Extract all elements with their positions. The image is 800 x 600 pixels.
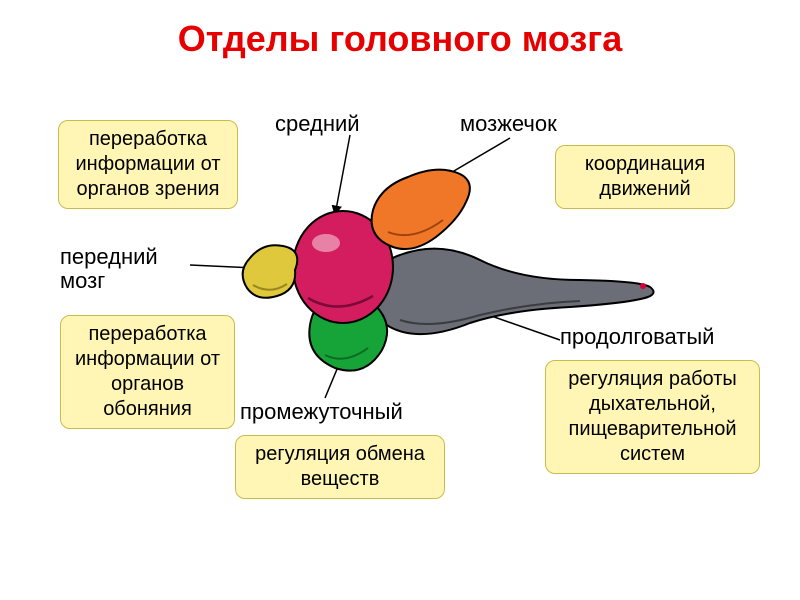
box-systems: регуляция работы дыхательной, пищеварите…: [545, 360, 760, 474]
label-cerebellum: мозжечок: [460, 112, 557, 136]
label-midbrain: средний: [275, 112, 360, 136]
page-title: Отделы головного мозга: [0, 18, 800, 60]
forebrain-shape: [235, 240, 310, 305]
box-vision: переработка информации от органов зрения: [58, 120, 238, 209]
label-forebrain: передний мозг: [60, 245, 200, 293]
cerebellum-shape: [358, 152, 478, 267]
label-medulla: продолговатый: [560, 325, 714, 349]
box-coordination: координация движений: [555, 145, 735, 209]
box-metabolism: регуляция обмена веществ: [235, 435, 445, 499]
label-diencephalon: промежуточный: [240, 400, 403, 424]
box-smell: переработка информации от органов обонян…: [60, 315, 235, 429]
brain-diagram: средний мозжечок передний мозг промежуто…: [0, 90, 800, 590]
